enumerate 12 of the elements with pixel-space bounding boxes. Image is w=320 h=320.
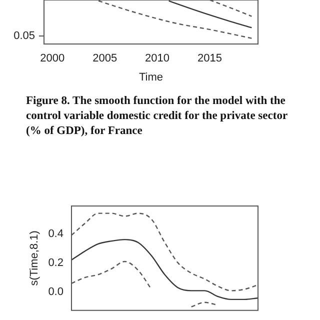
y-axis-title: s(Time,8.1) xyxy=(28,230,41,286)
x-tick-label: 2000 xyxy=(40,52,65,65)
text: 0.05 xyxy=(14,30,35,42)
x-tick-label: 2010 xyxy=(145,52,170,65)
y-tick-label: 0.0 xyxy=(48,286,64,298)
y-tick-label: 0.4 xyxy=(48,228,64,240)
line-series xyxy=(70,238,259,300)
x-tick-label: 2005 xyxy=(92,52,118,65)
caption: Figure 8. The smooth function for the model with the control variable domestic credit for the private sector (% of GDP), for France xyxy=(26,94,288,139)
x-tick-label: 2015 xyxy=(198,52,222,65)
x-axis-title: Time xyxy=(138,71,164,84)
y-tick-label: 0.2 xyxy=(48,256,64,269)
